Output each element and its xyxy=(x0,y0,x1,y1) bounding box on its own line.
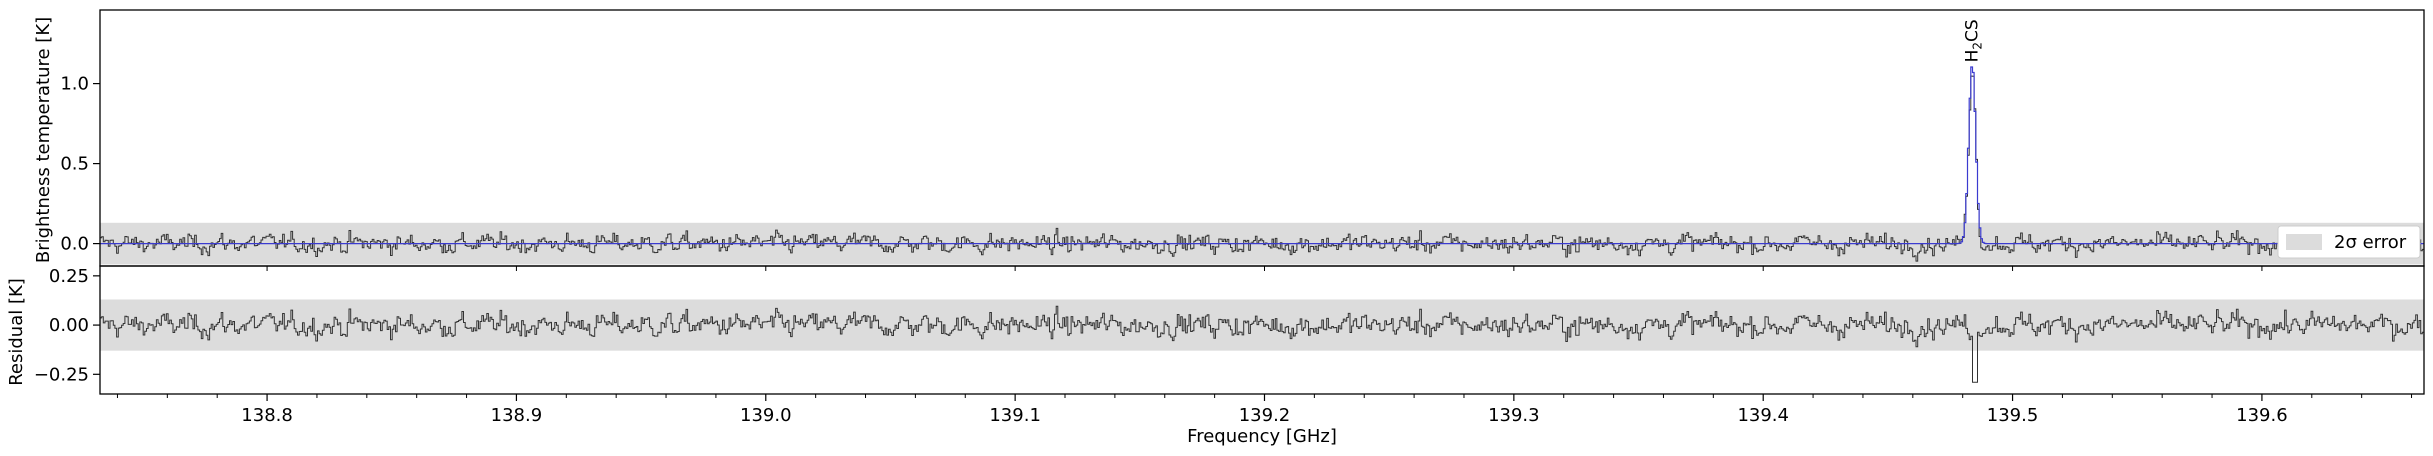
legend-swatch xyxy=(2286,234,2322,250)
xtick-label: 139.5 xyxy=(1987,405,2039,426)
xtick-label: 139.3 xyxy=(1488,405,1540,426)
residual-series xyxy=(100,305,2424,383)
legend: 2σ error xyxy=(2277,225,2421,259)
spectrum-ytick-label: 0.5 xyxy=(60,154,89,175)
observed-spectrum-series xyxy=(100,75,2424,262)
xtick-label: 139.6 xyxy=(2236,405,2288,426)
residual-ytick-label: 0.25 xyxy=(49,266,89,287)
residual-ylabel: Residual [K] xyxy=(6,278,27,386)
residual-panel: −0.25 0.00 0.25 Residual [K] 138.8 138.9 139… xyxy=(6,265,2425,447)
x-axis-label: Frequency [GHz] xyxy=(1187,426,1337,447)
legend-label: 2σ error xyxy=(2334,232,2407,253)
model-spectrum-series xyxy=(100,66,2424,245)
spectrum-ytick-label: 1.0 xyxy=(60,74,89,95)
xtick-label: 138.8 xyxy=(241,405,293,426)
spectrum-ylabel: Brightness temperature [K] xyxy=(33,17,54,263)
residual-error-band xyxy=(100,299,2424,351)
residual-ytick-label: −0.25 xyxy=(34,364,89,385)
spectrum-ytick-label: 0.0 xyxy=(60,234,89,255)
xtick-label: 139.4 xyxy=(1737,405,1789,426)
xtick-label: 138.9 xyxy=(491,405,543,426)
residual-axes-frame xyxy=(99,265,2425,395)
xtick-label: 139.0 xyxy=(740,405,792,426)
annotation-label: H2CS xyxy=(1962,19,1984,62)
residual-ytick-label: 0.00 xyxy=(49,315,89,336)
line-annotation: H2CS xyxy=(1962,19,1984,62)
xtick-label: 139.1 xyxy=(989,405,1041,426)
spectrum-panel: 0.0 0.5 1.0 Brightness temperature [K] H2C… xyxy=(33,9,2425,267)
xtick-label: 139.2 xyxy=(1239,405,1291,426)
